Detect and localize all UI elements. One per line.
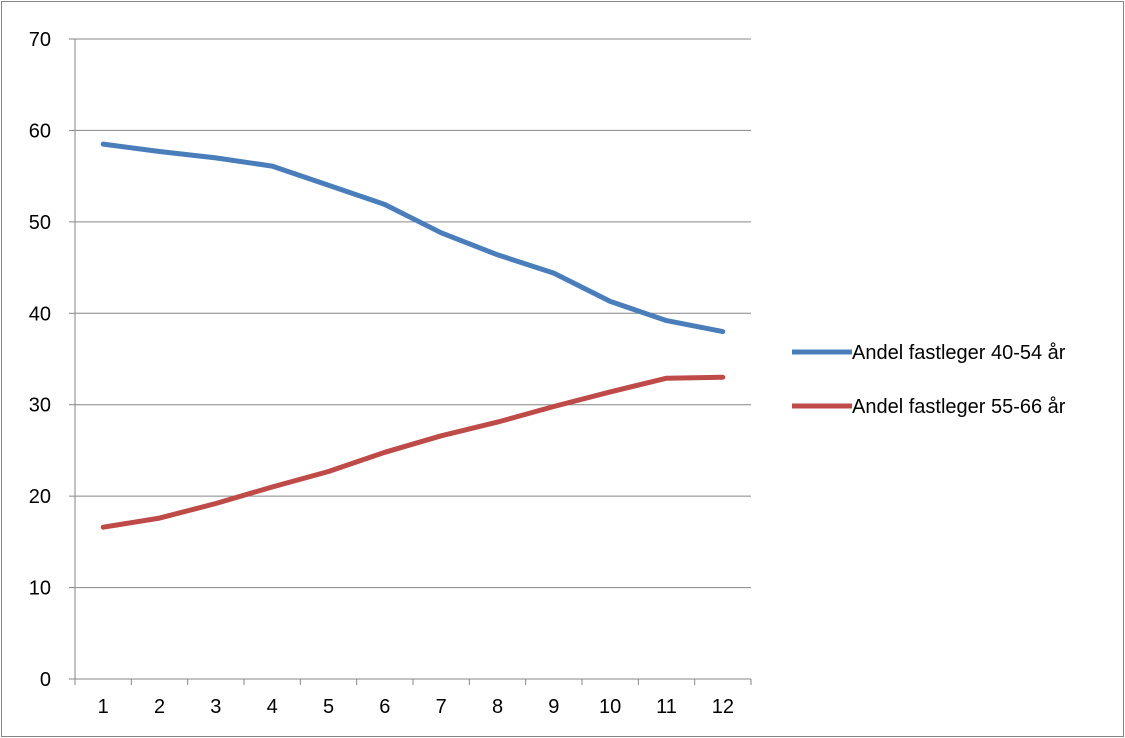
y-tick-label: 30: [29, 395, 51, 417]
series-line-2: [100, 374, 726, 530]
x-tick-label: 8: [492, 696, 503, 718]
legend-label: Andel fastleger 55-66 år: [852, 396, 1066, 418]
x-tick-label: 5: [323, 696, 334, 718]
series-lines: [100, 141, 726, 530]
axes: [69, 38, 752, 685]
x-tick-label: 9: [548, 696, 559, 718]
y-tick-label: 0: [40, 669, 51, 691]
y-tick-label: 70: [29, 29, 51, 51]
y-tick-label: 60: [29, 120, 51, 142]
y-tick-label: 40: [29, 303, 51, 325]
x-tick-label: 4: [267, 696, 278, 718]
series-line-1: [100, 141, 726, 335]
gridlines: [75, 38, 751, 589]
y-axis-tick-labels: 0 10 20 30 40 50 60 70: [29, 29, 51, 691]
y-tick-label: 10: [29, 578, 51, 600]
x-axis-tick-labels: 1 2 3 4 5 6 7 8 9 10 11 12: [98, 696, 734, 718]
x-tick-label: 7: [436, 696, 447, 718]
legend: Andel fastleger 40-54 år Andel fastleger …: [792, 342, 1066, 418]
x-tick-label: 2: [154, 696, 165, 718]
x-tick-label: 12: [712, 696, 734, 718]
x-tick-label: 3: [210, 696, 221, 718]
x-tick-label: 1: [98, 696, 109, 718]
y-tick-label: 20: [29, 486, 51, 508]
x-tick-label: 11: [656, 696, 677, 718]
y-tick-label: 50: [29, 212, 51, 234]
x-tick-label: 10: [599, 696, 621, 718]
legend-label: Andel fastleger 40-54 år: [852, 342, 1066, 364]
x-tick-label: 6: [379, 696, 390, 718]
